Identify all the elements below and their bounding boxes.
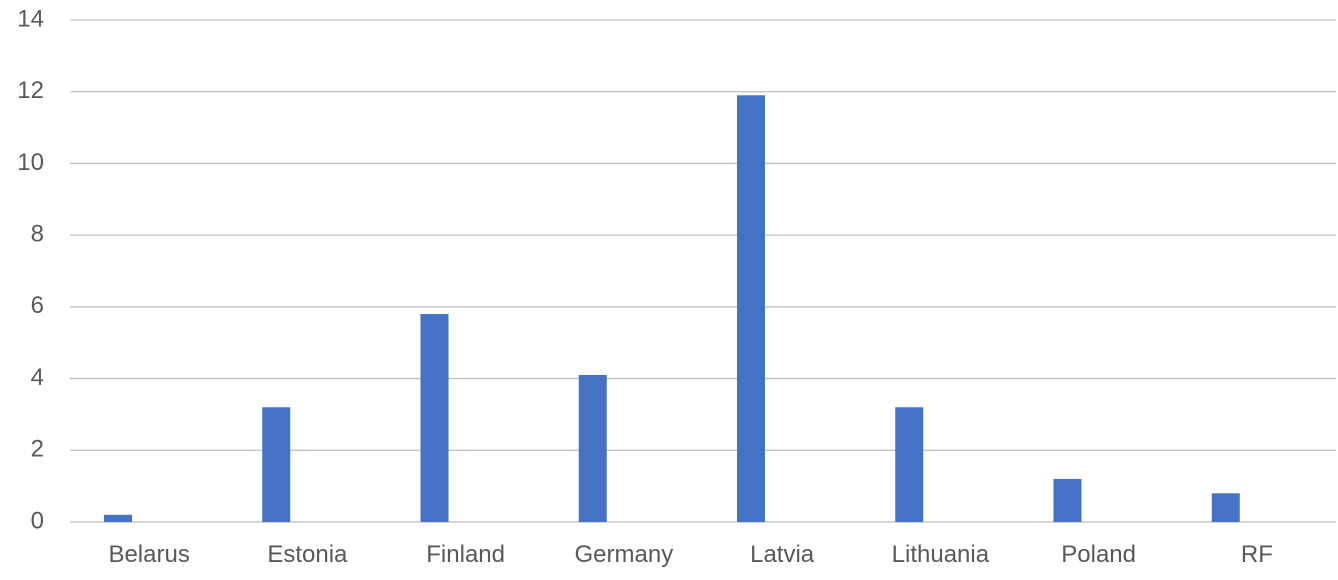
bar-germany (578, 374, 607, 522)
y-tick-label: 2 (31, 436, 44, 463)
y-tick-label: 12 (17, 77, 44, 104)
y-tick-label: 6 (31, 292, 44, 319)
bars (104, 95, 1240, 523)
x-tick-label-lithuania: Lithuania (892, 541, 990, 568)
y-tick-label: 8 (31, 220, 44, 247)
x-tick-label-belarus: Belarus (108, 541, 189, 568)
bar-finland (420, 314, 449, 522)
x-tick-label-latvia: Latvia (750, 541, 815, 568)
x-tick-label-rf: RF (1241, 541, 1273, 568)
x-axis-tick-labels: Belarus Estonia Finland Germany Latvia Lithua… (108, 541, 1272, 568)
bar-belarus (104, 514, 132, 522)
bar-rf (1211, 493, 1240, 522)
y-tick-label: 10 (17, 149, 44, 176)
y-axis-tick-labels: 0 2 4 6 8 10 12 14 (17, 5, 44, 534)
x-tick-label-estonia: Estonia (267, 541, 348, 568)
x-tick-label-germany: Germany (575, 541, 674, 568)
bar-poland (1053, 478, 1082, 522)
bar-lithuania (895, 407, 924, 522)
y-tick-label: 0 (31, 507, 44, 534)
gridlines (70, 19, 1336, 523)
bar-latvia (737, 95, 765, 523)
x-tick-label-poland: Poland (1061, 541, 1136, 568)
y-tick-label: 4 (31, 364, 44, 391)
x-tick-label-finland: Finland (426, 541, 505, 568)
bar-estonia (262, 407, 291, 522)
y-tick-label: 14 (17, 5, 44, 32)
